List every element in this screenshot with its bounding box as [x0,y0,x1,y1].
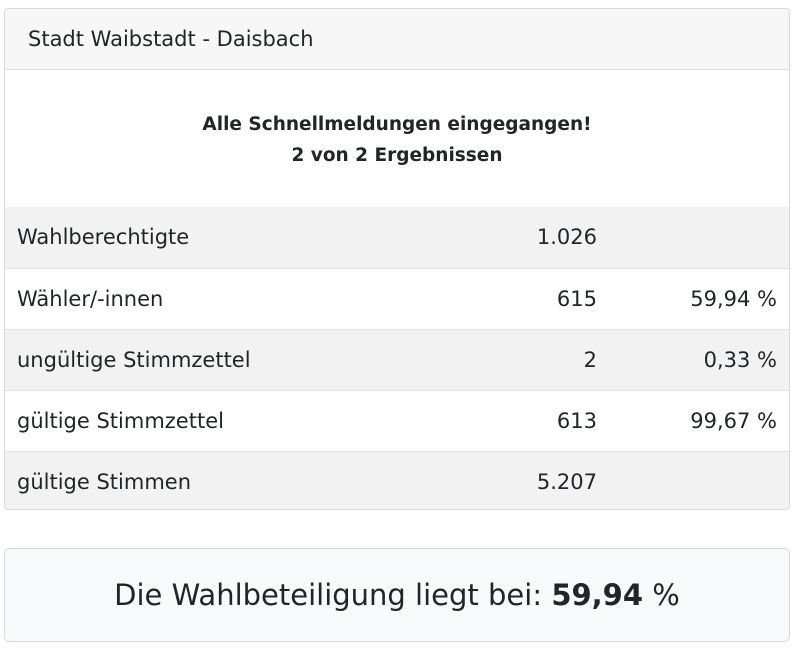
row-count: 5.207 [435,450,609,509]
row-percent [609,207,789,268]
table-row: Wähler/-innen 615 59,94 % [5,267,789,329]
table-row: gültige Stimmzettel 613 99,67 % [5,389,789,451]
row-label: gültige Stimmen [5,450,435,509]
row-count: 2 [435,328,609,390]
row-percent: 59,94 % [609,267,789,329]
card-header: Stadt Waibstadt - Daisbach [5,9,789,70]
row-percent [609,450,789,509]
row-label: Wähler/-innen [5,267,435,329]
status-message: Alle Schnellmeldungen eingegangen! [202,113,592,135]
table-row: Wahlberechtigte 1.026 [5,207,789,268]
row-label: ungültige Stimmzettel [5,328,435,390]
reporting-status: Alle Schnellmeldungen eingegangen! 2 von… [5,70,789,207]
row-percent: 0,33 % [609,328,789,390]
results-table: Wahlberechtigte 1.026 Wähler/-innen 615 … [5,207,789,509]
results-card: Stadt Waibstadt - Daisbach Alle Schnellm… [4,8,790,510]
turnout-value: 59,94 [551,578,644,612]
row-count: 1.026 [435,207,609,268]
table-row: ungültige Stimmzettel 2 0,33 % [5,328,789,390]
table-row: gültige Stimmen 5.207 [5,450,789,509]
row-percent: 99,67 % [609,389,789,451]
municipality-title: Stadt Waibstadt - Daisbach [28,27,314,51]
row-label: gültige Stimmzettel [5,389,435,451]
row-count: 615 [435,267,609,329]
row-label: Wahlberechtigte [5,207,435,268]
results-count: 2 von 2 Ergebnissen [291,144,503,166]
turnout-label: Die Wahlbeteiligung liegt bei: [114,578,543,612]
row-count: 613 [435,389,609,451]
turnout-summary: Die Wahlbeteiligung liegt bei: 59,94 % [4,548,790,642]
turnout-unit: % [652,578,680,612]
